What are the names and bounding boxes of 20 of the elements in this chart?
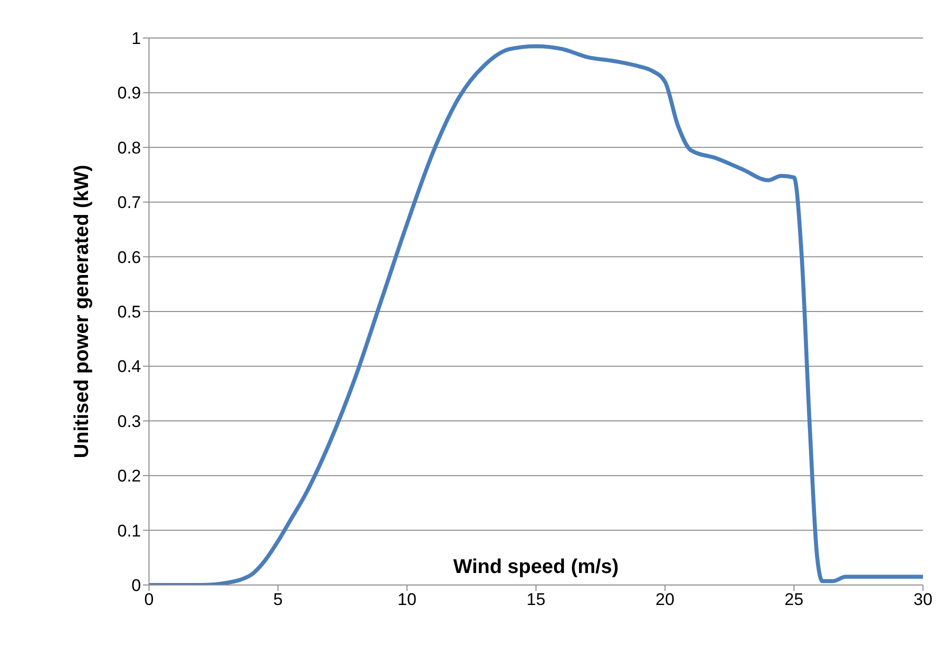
x-tick-label: 0 xyxy=(144,590,154,610)
x-tick-label: 20 xyxy=(656,590,674,610)
y-tick-label: 0.7 xyxy=(117,193,141,212)
x-tick-label: 30 xyxy=(914,590,932,610)
y-tick-label: 1 xyxy=(132,29,141,48)
y-tick-label: 0.4 xyxy=(117,357,141,376)
y-tick-label: 0.1 xyxy=(117,521,141,540)
x-tick-label: 25 xyxy=(784,590,804,610)
x-tick-label: 5 xyxy=(273,590,283,610)
y-tick-label: 0.2 xyxy=(117,466,141,486)
x-tick-label: 10 xyxy=(398,590,416,610)
y-tick-label: 0.9 xyxy=(117,84,141,103)
y-tick-label: 0.6 xyxy=(117,248,141,267)
y-axis-title: Unitised power generated (kW) xyxy=(71,164,94,458)
x-axis-title: Wind speed (m/s) xyxy=(453,556,619,578)
x-tick-label: 15 xyxy=(526,590,546,610)
y-tick-label: 0.5 xyxy=(117,302,141,322)
y-tick-label: 0.3 xyxy=(117,412,141,431)
y-tick-label: 0.8 xyxy=(117,138,141,158)
y-tick-label: 0 xyxy=(132,576,141,596)
